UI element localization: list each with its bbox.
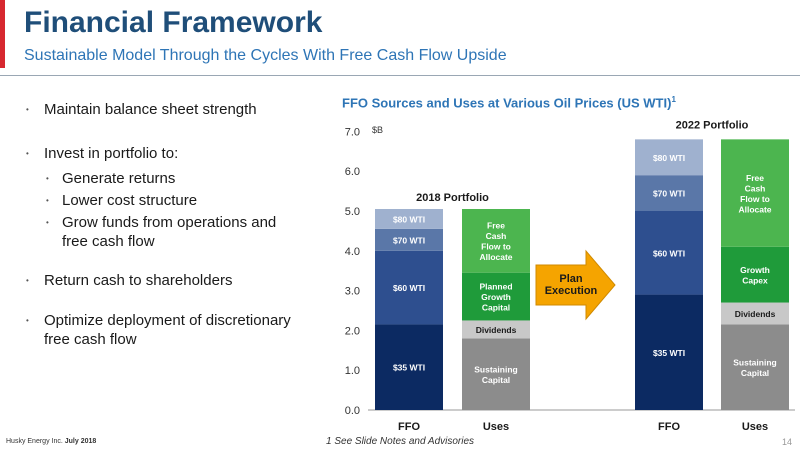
arrow-label: Execution — [545, 285, 598, 297]
bar-segment — [462, 338, 530, 410]
footer-company: Husky Energy Inc. July 2018 — [6, 438, 96, 445]
group-label: 2018 Portfolio — [416, 192, 489, 204]
y-tick-label: 6.0 — [345, 166, 360, 178]
accent-bar — [0, 0, 5, 68]
segment-label: Capital — [482, 303, 510, 313]
chart-title-text: FFO Sources and Uses at Various Oil Pric… — [342, 95, 672, 111]
bar-segment — [462, 272, 530, 321]
segment-label: Cash — [745, 183, 766, 193]
segment-label: Planned — [479, 282, 512, 292]
segment-label: Sustaining — [474, 364, 517, 374]
slide-title: Financial Framework — [24, 6, 323, 39]
y-tick-label: 3.0 — [345, 286, 360, 298]
segment-label: Free — [487, 221, 505, 231]
bullet-text: Generate returns — [62, 170, 176, 187]
bar-segment — [375, 250, 443, 325]
chart-title: FFO Sources and Uses at Various Oil Pric… — [342, 95, 676, 110]
bar-segment — [375, 324, 443, 410]
bullet-text: Optimize deployment of discretionary fre… — [44, 312, 291, 348]
segment-label: Allocate — [479, 252, 512, 262]
footer-date: July 2018 — [64, 438, 97, 445]
segment-label: Dividends — [735, 309, 776, 319]
segment-label: $60 WTI — [653, 248, 685, 258]
segment-label: $70 WTI — [653, 189, 685, 199]
bullet-text: Lower cost structure — [62, 192, 198, 209]
bar-segment — [375, 209, 443, 229]
segment-label: Dividends — [476, 325, 517, 335]
bar-segment — [462, 320, 530, 339]
footer-note: 1 See Slide Notes and Advisories — [326, 436, 475, 447]
y-unit-label: $B — [372, 125, 383, 135]
sub-bullet-item: Generate returns — [46, 169, 326, 188]
x-tick-label: Uses — [483, 421, 509, 433]
segment-label: Flow to — [481, 242, 511, 252]
slide-subtitle: Sustainable Model Through the Cycles Wit… — [24, 47, 507, 64]
segment-label: Cash — [486, 231, 507, 241]
x-tick-label: FFO — [658, 421, 680, 433]
segment-label: Flow to — [740, 194, 770, 204]
page-number: 14 — [781, 437, 792, 447]
bar-segment — [462, 209, 530, 273]
segment-label: Growth — [481, 292, 511, 302]
segment-label: $35 WTI — [393, 363, 425, 373]
bar-segment — [635, 211, 703, 295]
bar-segment — [635, 175, 703, 211]
segment-label: Free — [746, 173, 764, 183]
segment-label: $70 WTI — [393, 235, 425, 245]
sub-bullet-item: Grow funds from operations and free cash… — [46, 213, 302, 251]
x-tick-label: FFO — [398, 421, 420, 433]
segment-label: Capex — [742, 275, 768, 285]
segment-label: Allocate — [738, 204, 771, 214]
arrow-label: Plan — [559, 273, 583, 285]
segment-label: Growth — [740, 265, 770, 275]
bullet-item: Maintain balance sheet strength — [26, 100, 326, 119]
bullet-item: Return cash to shareholders — [26, 271, 326, 290]
segment-label: $80 WTI — [393, 214, 425, 224]
bullet-text: Maintain balance sheet strength — [44, 101, 257, 118]
bar-segment — [375, 228, 443, 251]
bar-segment — [721, 302, 789, 325]
bullet-item: Invest in portfolio to: — [26, 144, 326, 163]
segment-label: $60 WTI — [393, 283, 425, 293]
y-tick-label: 7.0 — [345, 126, 360, 138]
title-divider — [0, 75, 800, 76]
y-tick-label: 4.0 — [345, 246, 360, 258]
bar-segment — [721, 139, 789, 247]
bar-segment — [721, 324, 789, 410]
bullet-text: Return cash to shareholders — [44, 272, 233, 289]
bullet-text: Grow funds from operations and free cash… — [62, 214, 277, 250]
group-label: 2022 Portfolio — [676, 119, 749, 131]
bullet-text: Invest in portfolio to: — [44, 145, 179, 162]
y-tick-label: 0.0 — [345, 405, 360, 417]
segment-label: Sustaining — [733, 357, 776, 367]
y-tick-label: 2.0 — [345, 325, 360, 337]
bar-segment — [635, 294, 703, 410]
segment-label: $80 WTI — [653, 153, 685, 163]
bar-segment — [635, 139, 703, 176]
x-tick-label: Uses — [742, 421, 768, 433]
company-name: Husky Energy Inc. — [6, 438, 63, 445]
chart-title-footnote: 1 — [671, 95, 676, 104]
y-tick-label: 1.0 — [345, 365, 360, 377]
plan-execution-arrow — [535, 249, 616, 321]
segment-label: Capital — [482, 375, 510, 385]
segment-label: Capital — [741, 368, 769, 378]
sub-bullet-item: Lower cost structure — [46, 191, 326, 210]
y-tick-label: 5.0 — [345, 206, 360, 218]
segment-label: $35 WTI — [653, 348, 685, 358]
bullet-item: Optimize deployment of discretionary fre… — [26, 311, 314, 349]
bar-segment — [721, 246, 789, 303]
bullet-list: Maintain balance sheet strength Invest i… — [26, 100, 326, 349]
